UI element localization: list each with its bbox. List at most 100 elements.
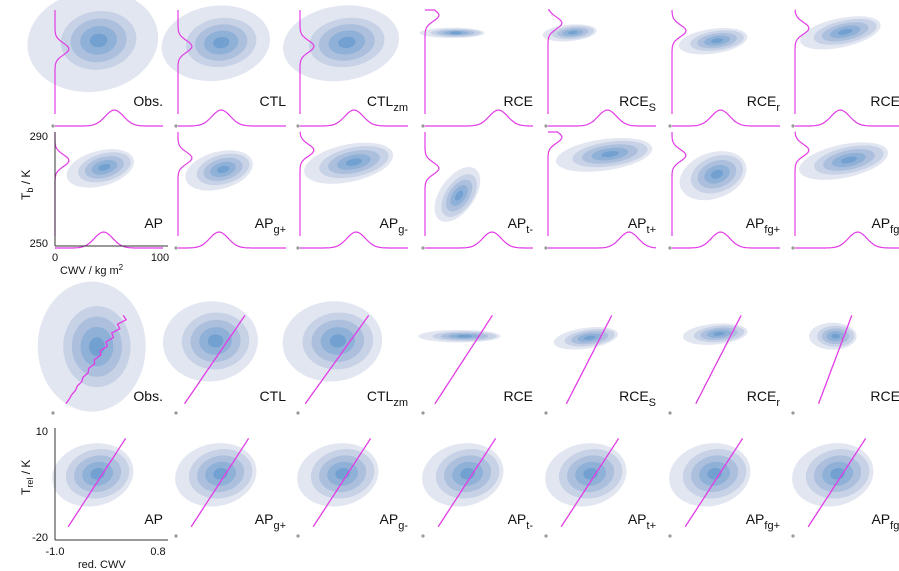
x-marginal-curve — [548, 231, 657, 249]
contour-level — [710, 38, 724, 44]
density-contours — [545, 443, 627, 507]
panel-label: APfg+ — [746, 215, 780, 236]
contour-level — [216, 165, 230, 174]
panel-label: CTLzm — [367, 93, 408, 114]
panel-label: APt- — [508, 215, 534, 236]
conditional-mean-curve — [190, 438, 250, 528]
conditional-mean-curve — [684, 438, 744, 528]
x-marginal-curve — [672, 109, 780, 127]
panel-label: RCEr — [747, 93, 781, 114]
conditional-mean-curve — [807, 438, 867, 528]
contour-level — [840, 156, 857, 164]
density-contours — [52, 443, 134, 507]
density-contours — [422, 443, 504, 507]
density-contours — [800, 16, 881, 50]
x-axis-title: CWV / kg m2 — [60, 263, 124, 277]
density-contours — [542, 24, 597, 42]
density-contours — [304, 142, 394, 184]
origin-marker — [791, 411, 795, 415]
origin-marker — [791, 246, 795, 250]
y-marginal-curve — [54, 132, 70, 236]
panel-label: RCE — [503, 388, 533, 404]
density-contours — [185, 150, 253, 191]
panel-label: APg+ — [255, 215, 286, 236]
panel-label: Obs. — [133, 93, 163, 109]
panel-label: AP — [144, 511, 163, 527]
y-marginal-curve — [547, 131, 563, 236]
conditional-mean-curve — [183, 315, 246, 405]
panel-label: RCE — [503, 93, 533, 109]
panel-grid: Obs. CTL CTLzm RCE RCES RCEr RCEf AP APg+ APg- APt… — [27, 0, 899, 538]
density-contours — [297, 443, 379, 507]
origin-marker — [544, 411, 548, 415]
contour-level — [837, 28, 853, 35]
origin-marker — [421, 534, 425, 538]
origin-marker — [296, 534, 300, 538]
x-marginal-curve — [425, 231, 533, 249]
contour-level — [601, 151, 619, 158]
density-contours — [809, 322, 857, 350]
density-contours — [162, 301, 258, 382]
origin-marker — [296, 411, 300, 415]
y-marginal-curve — [424, 132, 440, 236]
y-marginal-curve — [794, 131, 810, 236]
contour-level — [454, 190, 464, 201]
contour-level — [457, 334, 472, 338]
panel-label: CTL — [260, 93, 287, 109]
contour-level — [338, 36, 356, 49]
origin-marker — [51, 124, 55, 128]
contour-level — [583, 335, 596, 340]
contour-level — [329, 334, 346, 348]
origin-marker — [421, 124, 425, 128]
x-marginal-curve — [672, 231, 780, 249]
origin-marker — [668, 246, 672, 250]
x-marginal-curve — [55, 231, 163, 249]
density-contours — [434, 166, 481, 222]
x-marginal-curve — [425, 109, 533, 127]
conditional-mean-curve — [65, 315, 128, 405]
panel-label: APfg- — [871, 215, 899, 236]
panel-label: APg+ — [255, 511, 286, 532]
conditional-mean-curve — [437, 438, 497, 528]
y-tick-label: 10 — [36, 426, 48, 438]
density-contours — [419, 27, 485, 39]
x-axis-title: red. CWV — [78, 559, 126, 571]
density-contours — [283, 5, 400, 82]
x-tick-label: 100 — [151, 252, 169, 264]
origin-marker — [174, 534, 178, 538]
y-tick-label: 290 — [30, 131, 48, 143]
density-contours — [792, 443, 874, 507]
origin-marker — [668, 534, 672, 538]
panel-label: APfg+ — [746, 511, 780, 532]
y-marginal-curve — [671, 132, 687, 236]
x-tick-label: 0 — [52, 252, 58, 264]
density-contours — [555, 138, 653, 172]
origin-marker — [174, 124, 178, 128]
y-marginal-curve — [177, 132, 193, 236]
panel-label: RCEf — [870, 388, 899, 409]
panel-label: APt+ — [628, 215, 656, 236]
y-tick-label: 250 — [30, 238, 48, 250]
contour-level — [89, 33, 108, 48]
x-marginal-curve — [300, 109, 408, 127]
contour-level — [713, 331, 725, 336]
y-marginal-curve — [299, 131, 315, 236]
origin-marker — [544, 124, 548, 128]
x-marginal-curve — [795, 231, 899, 249]
origin-marker — [296, 124, 300, 128]
conditional-mean-curve — [817, 315, 853, 405]
origin-marker — [668, 411, 672, 415]
conditional-mean-curve — [67, 438, 127, 528]
origin-marker — [296, 246, 300, 250]
contour-level — [567, 31, 578, 35]
panel-label: Obs. — [133, 388, 163, 404]
panel-label: APg- — [380, 511, 409, 532]
density-contours — [682, 323, 748, 345]
contour-level — [710, 169, 723, 179]
y-marginal-curve — [424, 9, 440, 114]
y-marginal-curve — [671, 9, 687, 114]
y-marginal-curve — [794, 9, 810, 114]
origin-marker — [174, 246, 178, 250]
y-tick-label: -20 — [32, 532, 48, 544]
contour-level — [345, 158, 362, 166]
